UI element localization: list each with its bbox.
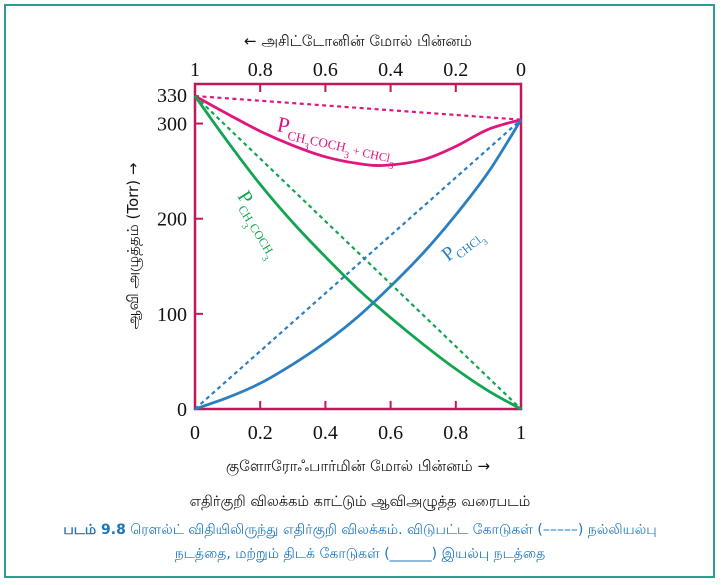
x2-tick-label: 0.6	[313, 59, 338, 81]
x2-tick-label: 0.8	[248, 59, 273, 81]
x-tick-label: 0.4	[313, 422, 338, 444]
series-line-ideal-chloroform	[194, 118, 522, 410]
x-tick-label: 0.6	[378, 422, 403, 444]
plot-area	[193, 82, 523, 411]
y-tick-label: 200	[157, 209, 187, 231]
y-tick-label: 0	[177, 399, 187, 421]
series-line-ideal-acetone	[194, 95, 522, 410]
x-tick-label: 0.8	[443, 422, 468, 444]
tick-layer: 0 0.2 0.4 0.6 0.8 11 0.8 0.6 0.4 0.2 0010020030033…	[157, 59, 526, 444]
y-tick-label: 330	[157, 85, 187, 107]
series-line-p-chcl3	[194, 118, 523, 411]
x2-tick-label: 0.2	[443, 59, 468, 81]
chart-title: எதிர்குறி விலக்கம் காட்டும் ஆவிஅழுத்த வர…	[189, 494, 531, 510]
y-axis-label: ஆவி அழுத்தம் (Torr) →	[124, 163, 143, 330]
series-layer	[193, 94, 523, 411]
series-line-ideal-total	[194, 94, 522, 121]
y-tick-label: 300	[157, 114, 187, 136]
series-line-p-ch3coch3-chcl3	[194, 94, 522, 167]
figure-caption-line2: நடத்தை, மற்றும் திடக் கோடுகள் (______) இ…	[174, 546, 546, 562]
x2-axis-label: ← அசிட்டோனின் மோல் பின்னம்	[244, 32, 472, 50]
figure-number: படம் 9.8	[63, 522, 126, 538]
x-axis-label: குளோரோஃபார்மின் மோல் பின்னம் →	[226, 457, 490, 476]
x-tick-label: 1	[516, 422, 526, 444]
x2-tick-label: 0	[516, 59, 526, 81]
y-tick-label: 100	[157, 304, 187, 326]
label-total-pressure: PCH3COCH3 + CHCl3	[273, 111, 400, 172]
x-tick-label: 0	[190, 422, 200, 444]
x-tick-label: 0.2	[248, 422, 273, 444]
series-line-p-ch3coch3	[193, 95, 522, 411]
figure-caption-line1: படம் 9.8 ரௌல்ட் விதியிலிருந்து எதிர்குறி…	[10, 522, 710, 540]
label-acetone-pressure: PCH3COCH3	[225, 187, 289, 263]
caption-text-1: ரௌல்ட் விதியிலிருந்து எதிர்குறி விலக்கம்…	[125, 522, 657, 538]
x2-tick-label: 1	[190, 59, 200, 81]
figure-frame	[4, 4, 715, 578]
x2-tick-label: 0.4	[378, 59, 403, 81]
